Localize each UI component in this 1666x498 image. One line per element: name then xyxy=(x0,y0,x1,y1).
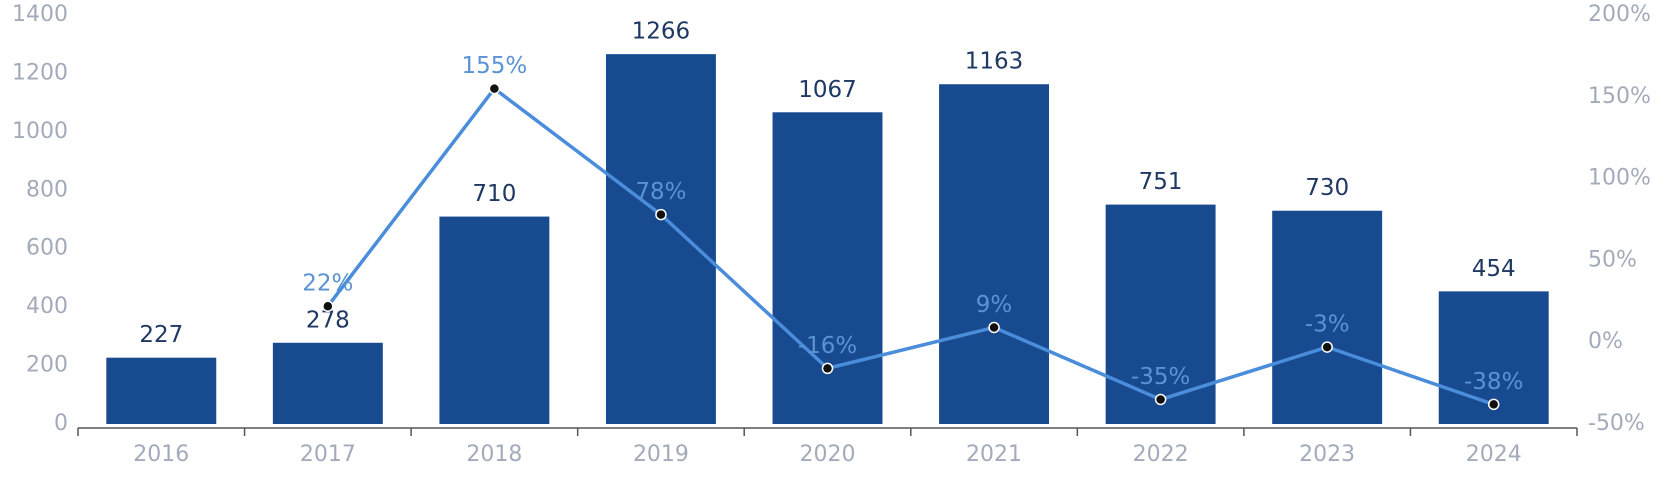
x-tick-label: 2024 xyxy=(1466,442,1522,467)
line-marker xyxy=(488,82,501,95)
x-tick-label: 2021 xyxy=(966,442,1022,467)
bar xyxy=(605,54,716,424)
x-tick-label: 2018 xyxy=(466,442,522,467)
line-value-label: -3% xyxy=(1305,312,1350,338)
y-tick-label: 800 xyxy=(26,177,68,202)
bar xyxy=(939,84,1050,424)
y2-tick-label: 50% xyxy=(1588,247,1637,272)
line-value-label: 9% xyxy=(976,292,1013,318)
y2-tick-label: 150% xyxy=(1588,84,1651,109)
line-marker xyxy=(1487,398,1500,411)
line-value-label: -16% xyxy=(798,333,857,359)
line-marker xyxy=(322,300,334,312)
line-value-label: -35% xyxy=(1131,364,1190,390)
bar xyxy=(106,357,217,424)
bar xyxy=(272,342,383,424)
line-value-label: 22% xyxy=(302,271,353,297)
bar-value-label: 710 xyxy=(472,181,516,207)
y-tick-label: 600 xyxy=(26,236,68,261)
y2-tick-label: 200% xyxy=(1588,2,1651,27)
line-value-label: 78% xyxy=(635,179,686,205)
bar-value-label: 730 xyxy=(1305,175,1349,201)
x-tick-label: 2016 xyxy=(133,442,189,467)
line-marker xyxy=(1321,341,1333,353)
y2-tick-label: 100% xyxy=(1588,166,1651,191)
bar-value-label: 1067 xyxy=(798,77,857,103)
x-tick-label: 2017 xyxy=(300,442,356,467)
bar-value-label: 454 xyxy=(1472,256,1516,282)
bar xyxy=(1272,210,1383,424)
y-tick-label: 1200 xyxy=(12,60,68,85)
bar xyxy=(772,112,883,424)
bar-value-label: 227 xyxy=(139,322,183,348)
y-tick-label: 200 xyxy=(26,353,68,378)
bar-value-label: 1163 xyxy=(965,49,1024,75)
line-marker xyxy=(821,362,834,375)
line xyxy=(326,86,1495,407)
line-marker xyxy=(988,321,1000,334)
x-tick-label: 2020 xyxy=(800,442,856,467)
x-tick-label: 2019 xyxy=(633,442,689,467)
y2-tick-label: -50% xyxy=(1588,411,1645,436)
line-marker xyxy=(655,208,667,221)
bar-value-label: 751 xyxy=(1139,169,1183,195)
line-value-label: 155% xyxy=(462,53,528,79)
x-tick-label: 2022 xyxy=(1133,442,1189,467)
bar xyxy=(439,216,550,424)
y-tick-label: 0 xyxy=(54,411,68,436)
y2-tick-label: 0% xyxy=(1588,329,1623,354)
line-value-label: -38% xyxy=(1464,369,1523,395)
line-marker xyxy=(1154,393,1167,406)
bar-value-label: 1266 xyxy=(632,19,691,45)
x-tick-label: 2023 xyxy=(1299,442,1355,467)
y-tick-label: 400 xyxy=(26,294,68,319)
y-tick-label: 1000 xyxy=(12,119,68,144)
y-tick-label: 1400 xyxy=(12,2,68,27)
bar xyxy=(1105,204,1216,424)
